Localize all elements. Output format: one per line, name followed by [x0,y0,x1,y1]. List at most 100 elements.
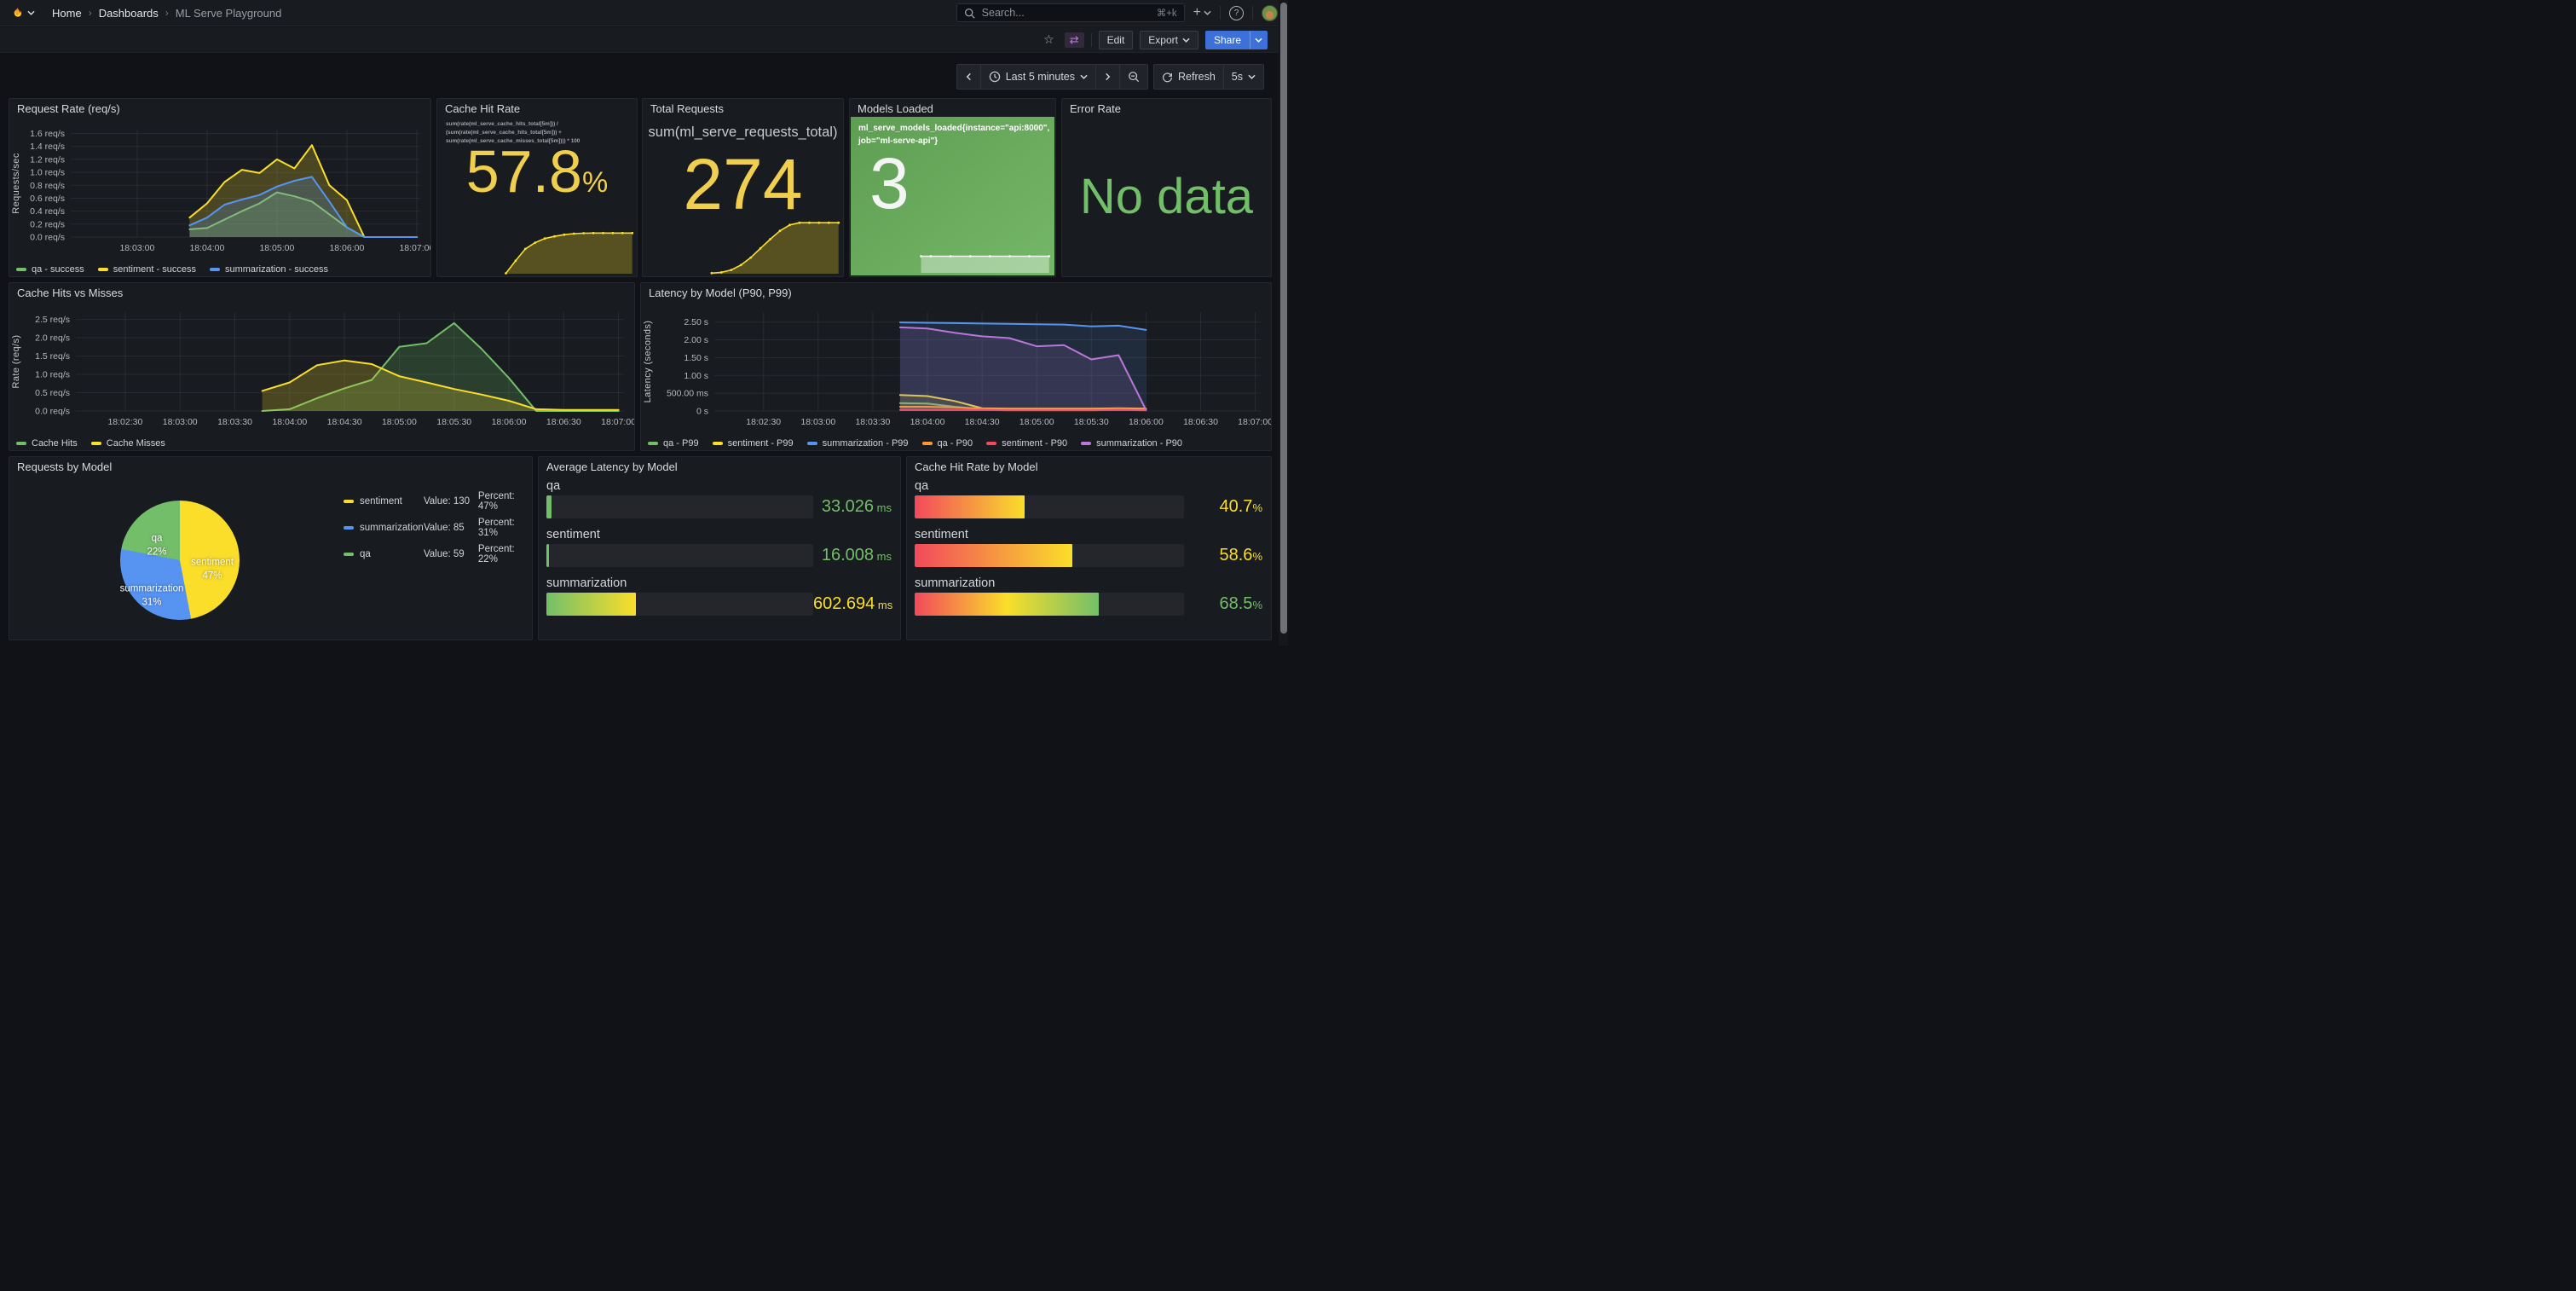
svg-text:0.8 req/s: 0.8 req/s [30,181,65,191]
stat-value: 274 [683,144,803,224]
panel-title[interactable]: Requests by Model [17,460,113,473]
legend-item[interactable]: qa - success [16,264,84,275]
gauge-track [546,544,813,567]
legend-item[interactable]: summarization - P99 [806,438,909,449]
share-button[interactable]: Share [1204,30,1250,49]
breadcrumb-home[interactable]: Home [52,6,82,20]
gauge-value: 58.6% [1219,546,1263,564]
panel-title[interactable]: Latency by Model (P90, P99) [649,287,792,299]
legend-item[interactable]: qa - P90 [921,438,973,449]
add-chevron-down-icon [1204,10,1211,15]
refresh-icon [1163,72,1172,82]
stat-unit: % [582,166,609,199]
pie-legend-row[interactable]: qa Value: 59 Percent: 22% [344,544,532,564]
legend-label: qa - P90 [937,438,973,449]
pie-legend-row[interactable]: sentiment Value: 130 Percent: 47% [344,491,532,512]
svg-text:1.0 req/s: 1.0 req/s [35,370,70,380]
gauge-track [915,544,1184,567]
svg-text:18:05:30: 18:05:30 [1074,417,1109,427]
help-icon: ? [1229,5,1244,20]
toolbar-divider [1090,32,1092,47]
request-rate-chart[interactable]: 18:03:00 18:04:00 18:05:00 18:06:00 18:07:0 0… [9,118,430,258]
svg-text:18:06:00: 18:06:00 [1129,417,1164,427]
svg-text:18:04:00: 18:04:00 [189,243,224,253]
gauge-fill [915,593,1100,616]
svg-text:18:05:30: 18:05:30 [436,417,471,427]
gauge-row: qa 40.7% [915,479,1262,518]
legend-percent: Percent: 22% [477,544,515,564]
plus-icon: + [1193,5,1201,20]
svg-text:1.5 req/s: 1.5 req/s [35,351,70,362]
legend-color-chip [712,442,723,445]
search-box[interactable]: ⌘+k [956,3,1185,22]
pie-legend-row[interactable]: summarization Value: 85 Percent: 31% [344,518,532,538]
svg-text:0.4 req/s: 0.4 req/s [30,206,65,217]
help-button[interactable]: ? [1229,5,1244,20]
edit-button[interactable]: Edit [1098,30,1134,49]
share-split-button: Share [1204,30,1268,49]
panel-title[interactable]: Cache Hit Rate [445,102,521,115]
svg-text:2.5 req/s: 2.5 req/s [35,315,70,325]
legend-color-chip [986,442,997,445]
legend-item[interactable]: Cache Misses [90,438,165,449]
legend-item[interactable]: sentiment - success [97,264,196,275]
share-dropdown-button[interactable] [1250,30,1268,49]
models-loaded-sparkline [920,255,1051,273]
svg-text:0.2 req/s: 0.2 req/s [30,219,65,229]
gauge-track [546,593,813,616]
search-input[interactable] [979,6,1152,20]
models-loaded-value: 3 [869,148,910,219]
legend-item[interactable]: summarization - P90 [1081,438,1182,449]
cache-hits-misses-chart[interactable]: 18:02:30 18:03:00 18:03:30 18:04:00 18:04:30… [9,302,634,431]
legend-item[interactable]: qa - P99 [648,438,699,449]
legend-item[interactable]: Cache Hits [16,438,78,449]
legend-item[interactable]: sentiment - P99 [712,438,794,449]
panel-title[interactable]: Cache Hit Rate by Model [915,460,1038,473]
time-back-button[interactable] [956,64,981,90]
panel-title[interactable]: Request Rate (req/s) [17,102,120,115]
legend-item[interactable]: summarization - success [209,264,328,275]
export-button[interactable]: Export [1140,30,1198,49]
breadcrumb-current-dashboard: ML Serve Playground [175,6,282,20]
user-avatar[interactable] [1262,4,1278,21]
refresh-interval-button[interactable]: 5s [1223,64,1264,90]
interval-chevron-down-icon [1248,74,1256,79]
refresh-button[interactable]: Refresh [1153,64,1224,90]
add-new-button[interactable]: + [1193,5,1211,20]
cache-hits-misses-legend: Cache Hits Cache Misses [9,436,634,449]
svg-text:0.0 req/s: 0.0 req/s [35,407,70,417]
legend-color-chip [1081,442,1092,445]
gauge-row: sentiment 58.6% [915,528,1262,567]
gauge-value: 40.7% [1219,497,1263,516]
legend-percent: Percent: 47% [477,491,515,512]
svg-text:2.50 s: 2.50 s [684,317,708,327]
legend-color-chip [209,268,220,271]
panel-models-loaded: Models Loaded ml_serve_models_loaded{ins… [849,98,1056,277]
panel-requests-by-model: Requests by Model sentiment 47% summarizat… [9,456,533,640]
zoom-out-time-button[interactable] [1120,64,1149,90]
total-requests-query-text: sum(ml_serve_requests_total) [648,124,838,140]
gauge-label: summarization [546,576,627,590]
panel-latency-by-model: Latency by Model (P90, P99) 18:02:30 18:0… [640,282,1272,451]
page-scrollbar-thumb[interactable] [1279,3,1287,634]
legend-item[interactable]: sentiment - P90 [986,438,1067,449]
star-favorite-button[interactable]: ☆ [1043,32,1054,46]
panel-title[interactable]: Cache Hits vs Misses [17,287,124,299]
svg-text:18:03:00: 18:03:00 [800,417,835,427]
svg-text:0.0 req/s: 0.0 req/s [30,233,65,243]
legend-value: Value: 59 [423,549,465,559]
breadcrumb-dashboards[interactable]: Dashboards [98,6,159,20]
svg-text:Latency (seconds): Latency (seconds) [643,321,653,403]
time-range-picker-button[interactable]: Last 5 minutes [980,64,1097,90]
legend-value: Value: 85 [423,523,465,533]
time-forward-button[interactable] [1096,64,1121,90]
panel-title[interactable]: Average Latency by Model [546,460,678,473]
swap-arrows-button[interactable]: ⇄ [1064,32,1084,48]
panel-title[interactable]: Error Rate [1070,102,1121,115]
panel-title[interactable]: Total Requests [650,102,724,115]
panel-title[interactable]: Models Loaded [858,102,933,115]
latency-by-model-chart[interactable]: 18:02:30 18:03:00 18:03:30 18:04:00 18:04:30… [641,302,1271,431]
grafana-logo-button[interactable] [10,6,35,20]
requests-by-model-pie-chart[interactable] [120,501,240,620]
legend-color-chip [90,442,101,445]
